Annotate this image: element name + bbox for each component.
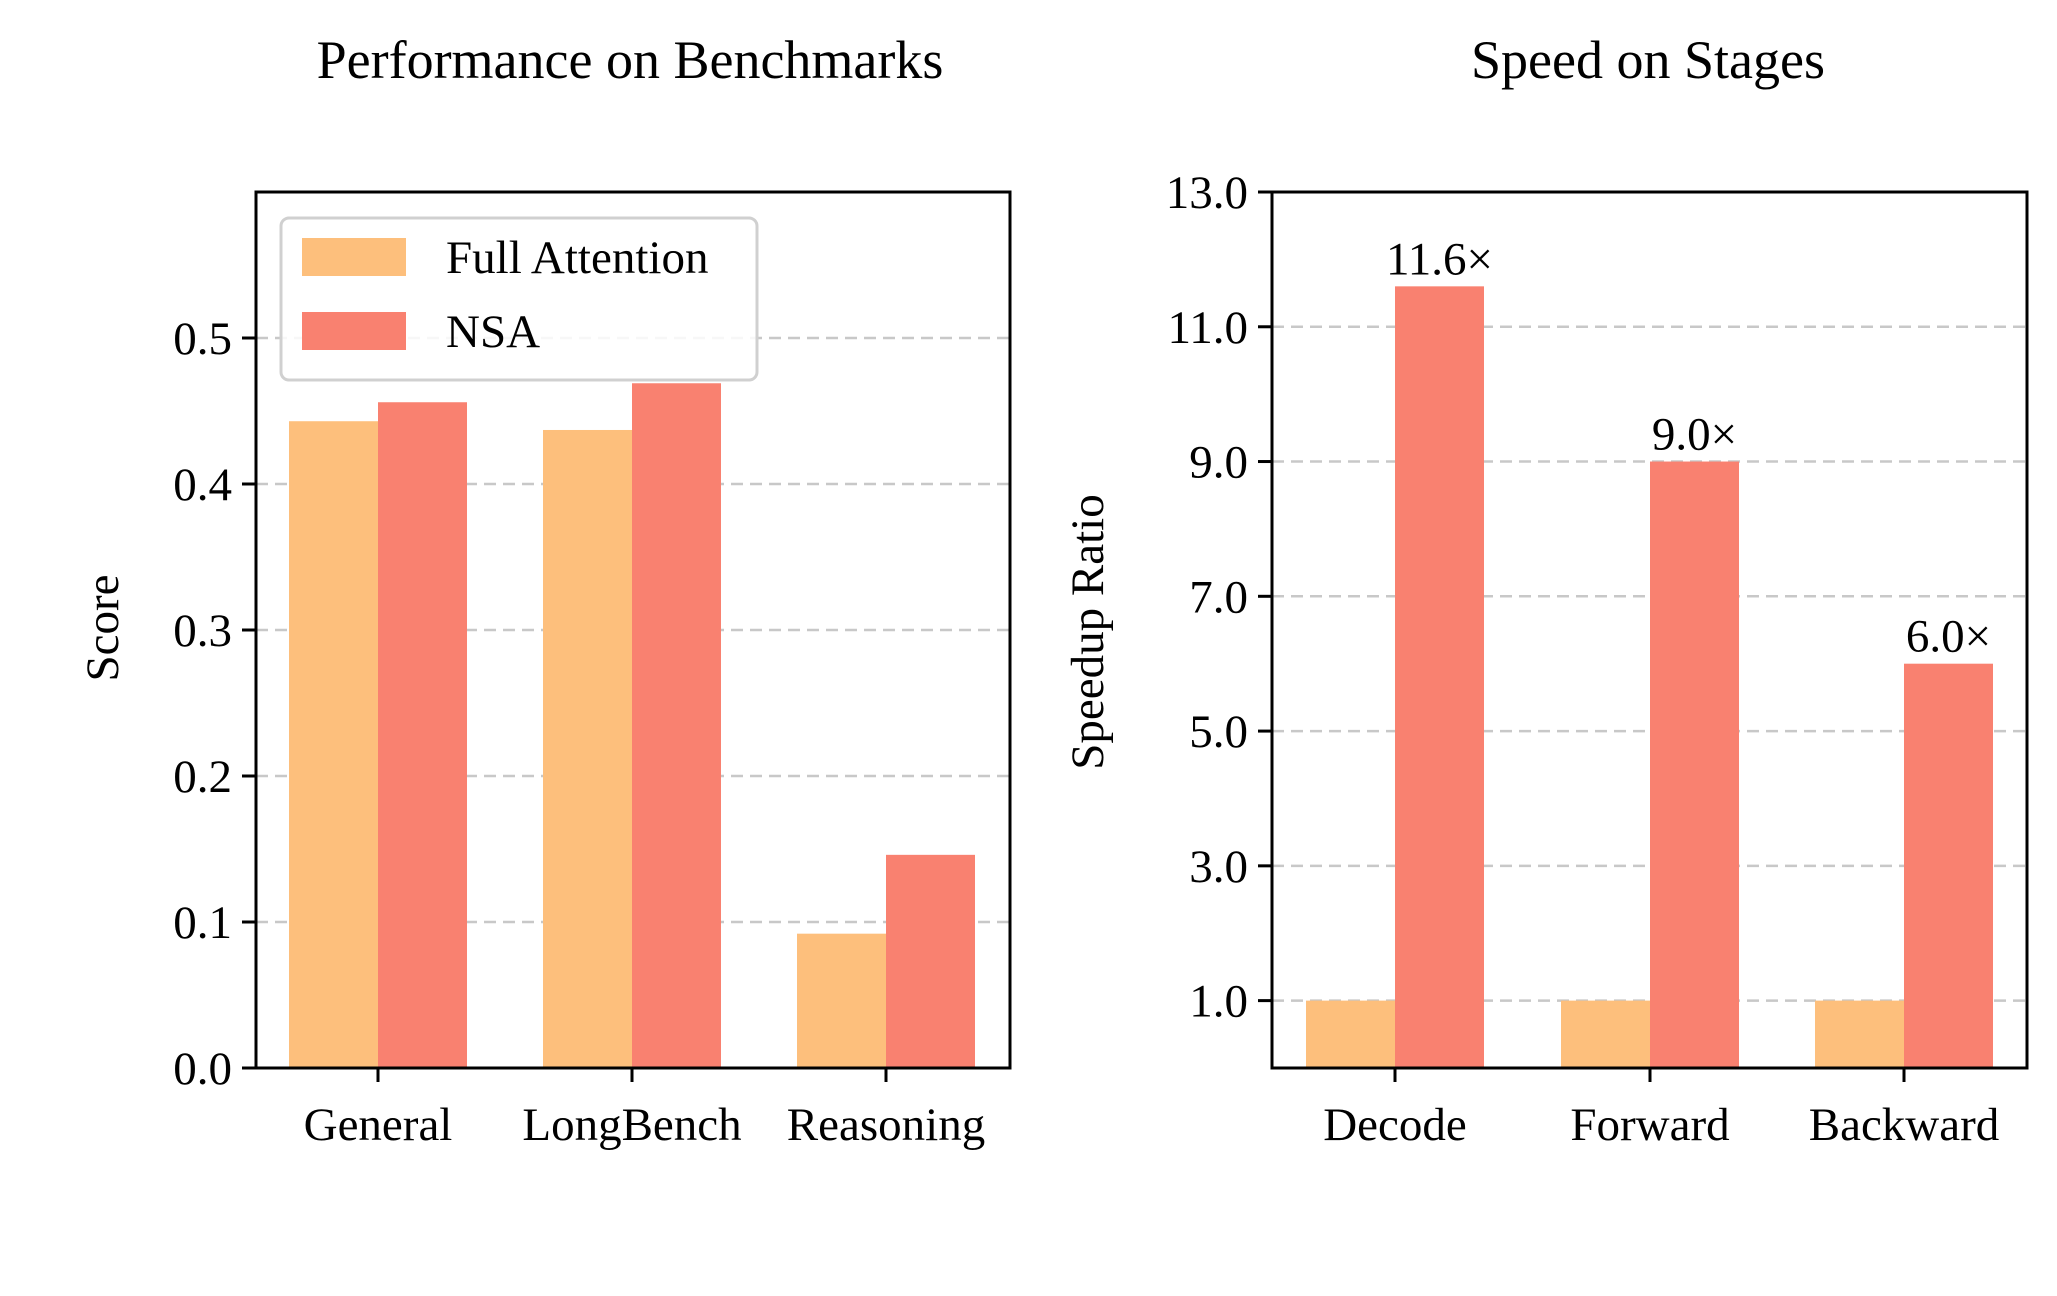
- x-ticks: Decode Forward Backward: [1323, 1068, 1999, 1151]
- y-tick-label: 0.4: [173, 459, 232, 511]
- bar-full-attention-general: [289, 421, 378, 1069]
- y-axis-label: Speedup Ratio: [1062, 494, 1114, 769]
- x-tick-label: Backward: [1809, 1099, 2000, 1151]
- x-ticks: General LongBench Reasoning: [304, 1068, 985, 1151]
- legend-swatch-nsa: [302, 312, 406, 350]
- bar-value-label: 11.6×: [1386, 233, 1493, 285]
- bar-full-attention-longbench: [543, 429, 632, 1069]
- y-tick-label: 13.0: [1166, 167, 1248, 219]
- x-tick-label: Decode: [1323, 1099, 1467, 1151]
- y-tick-label: 0.3: [173, 605, 232, 657]
- x-tick-label: General: [304, 1099, 453, 1151]
- bar-value-label: 6.0×: [1906, 611, 1991, 663]
- y-tick-label: 5.0: [1189, 706, 1248, 758]
- bar-nsa-longbench: [632, 383, 721, 1068]
- x-tick-label: LongBench: [522, 1099, 741, 1151]
- bar-nsa-general: [378, 402, 467, 1068]
- y-tick-label: 0.1: [173, 897, 232, 949]
- y-tick-label: 11.0: [1167, 302, 1248, 354]
- chart-title: Performance on Benchmarks: [317, 30, 944, 90]
- bar-nsa-decode: [1395, 286, 1484, 1068]
- bars: [1306, 286, 1993, 1068]
- y-tick-label: 1.0: [1189, 976, 1248, 1028]
- bar-nsa-reasoning: [886, 854, 975, 1068]
- chart-title: Speed on Stages: [1471, 30, 1825, 90]
- bar-full-attention-forward: [1561, 1000, 1650, 1068]
- x-tick-label: Reasoning: [787, 1099, 985, 1151]
- bar-value-label: 9.0×: [1652, 409, 1737, 461]
- legend-label-nsa: NSA: [446, 306, 540, 358]
- x-tick-label: Forward: [1570, 1099, 1729, 1151]
- bars: [289, 383, 975, 1069]
- y-ticks: 0.0 0.1 0.2 0.3 0.4 0.5: [173, 313, 256, 1095]
- y-tick-label: 0.5: [173, 313, 232, 365]
- y-tick-label: 9.0: [1189, 437, 1248, 489]
- bar-full-attention-backward: [1815, 1000, 1904, 1068]
- y-ticks: 1.0 3.0 5.0 7.0 9.0 11.0 13.0: [1166, 167, 1272, 1028]
- y-tick-label: 0.0: [173, 1043, 232, 1095]
- legend-swatch-full-attention: [302, 238, 406, 276]
- legend-label-full-attention: Full Attention: [446, 232, 708, 284]
- y-tick-label: 7.0: [1189, 571, 1248, 623]
- bar-full-attention-reasoning: [797, 933, 886, 1068]
- bar-nsa-backward: [1904, 663, 1993, 1068]
- bar-annotations: 11.6× 9.0× 6.0×: [1386, 233, 1991, 662]
- y-tick-label: 3.0: [1189, 841, 1248, 893]
- bar-full-attention-decode: [1306, 1000, 1395, 1068]
- y-tick-label: 0.2: [173, 751, 232, 803]
- speed-chart: Speed on Stages Speedup Ratio 11.6× 9.0× 6…: [1062, 30, 2029, 1151]
- benchmark-chart: Performance on Benchmarks Score 0.00.10.…: [77, 30, 1012, 1151]
- legend: Full Attention NSA: [279, 216, 759, 382]
- bar-nsa-forward: [1650, 461, 1739, 1068]
- y-axis-label: Score: [77, 574, 129, 681]
